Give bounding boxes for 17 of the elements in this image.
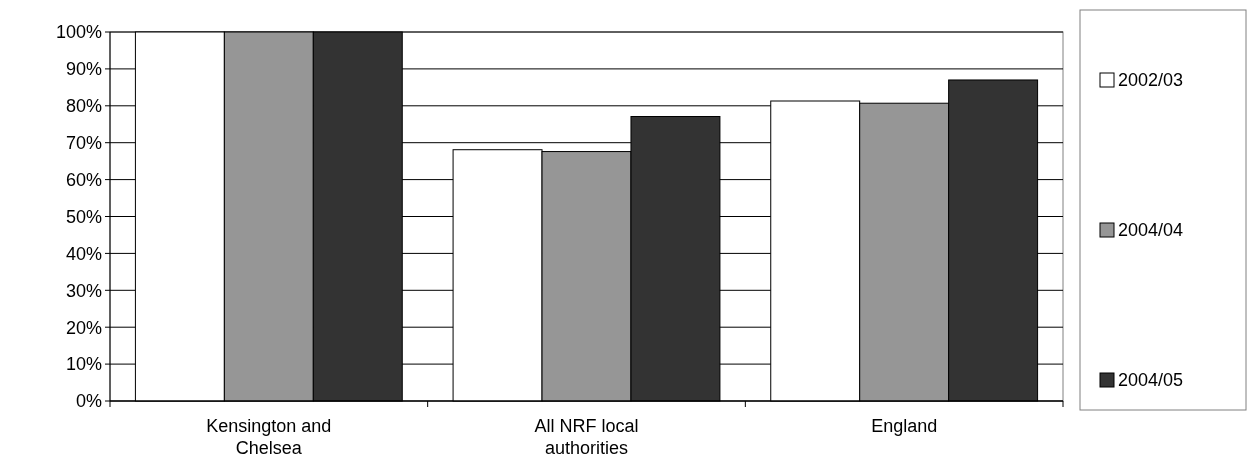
x-tick-label: England [871, 416, 938, 436]
y-tick-label: 100% [55, 22, 102, 43]
y-tick-label: 60% [65, 169, 102, 190]
legend-label: 2004/05 [1118, 370, 1184, 391]
y-tick-label: 50% [65, 206, 102, 227]
x-tick-label: Kensington and Chelsea [206, 416, 332, 458]
y-tick-label: 40% [65, 243, 102, 264]
y-tick-label: 80% [65, 96, 102, 117]
y-tick-label: 30% [65, 280, 102, 301]
y-tick-label: 0% [75, 391, 102, 412]
y-tick-label: 90% [65, 59, 102, 80]
legend-label: 2004/04 [1118, 220, 1184, 241]
y-tick-label: 70% [65, 133, 102, 153]
y-tick-label: 20% [65, 317, 102, 338]
x-tick-label: All NRF local authorities [534, 416, 639, 458]
y-tick-label: 10% [65, 354, 102, 375]
legend-label: 2002/03 [1118, 70, 1184, 91]
